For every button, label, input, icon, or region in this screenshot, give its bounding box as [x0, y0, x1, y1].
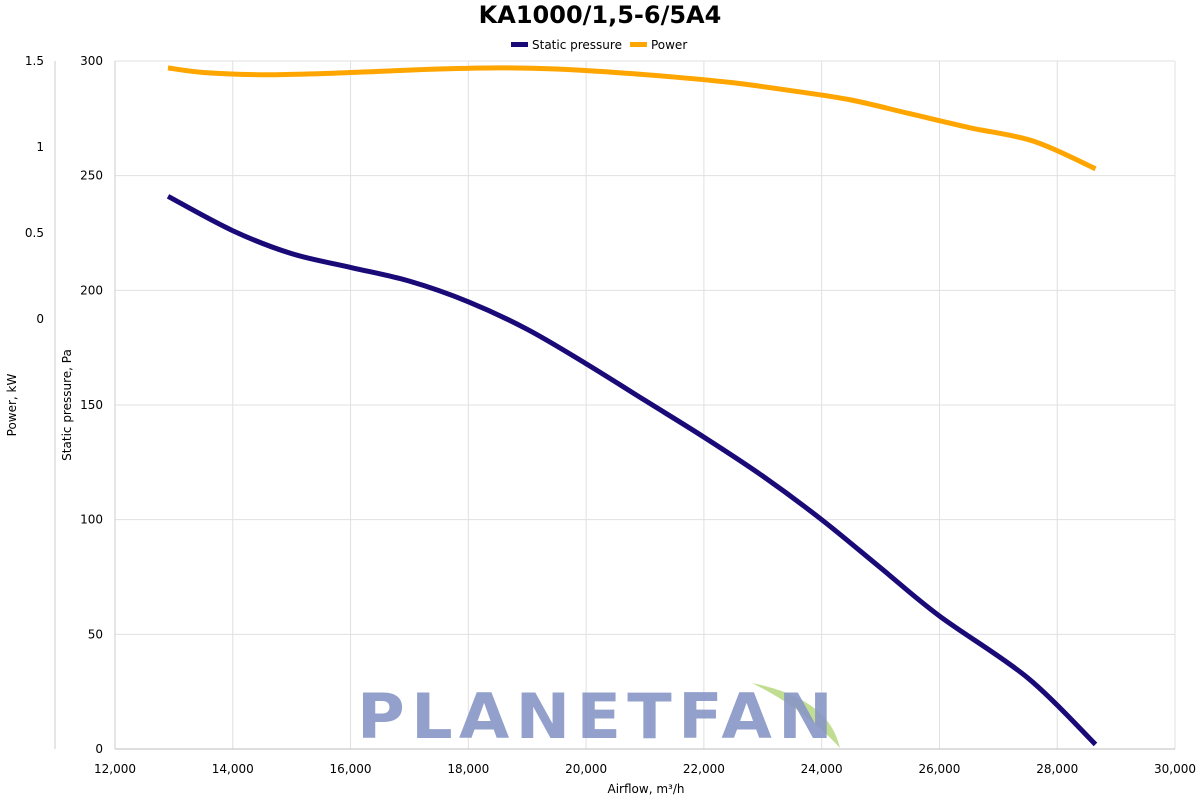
y2-tick-label: 0: [36, 312, 44, 326]
y-tick-label: 250: [80, 169, 103, 183]
x-tick-label: 26,000: [918, 762, 960, 776]
legend-label: Static pressure: [532, 38, 622, 52]
y-tick-label: 150: [80, 398, 103, 412]
legend[interactable]: Static pressure Power: [511, 38, 687, 52]
y2-tick-label: 1: [36, 140, 44, 154]
legend-swatch: [511, 42, 528, 47]
planetfan-watermark: PLANETFAN: [357, 680, 840, 753]
y2-tick-label: 1.5: [25, 54, 44, 68]
chart-title: KA1000/1,5-6/5A4: [479, 1, 722, 29]
x-tick-label: 12,000: [94, 762, 136, 776]
y-tick-label: 300: [80, 54, 103, 68]
leaf-logo-shape: [752, 683, 840, 748]
x-tick-label: 20,000: [565, 762, 607, 776]
legend-swatch: [629, 42, 647, 47]
x-tick-label: 16,000: [330, 762, 372, 776]
x-tick-label: 22,000: [683, 762, 725, 776]
y2-axis-label: Power, kW: [5, 374, 19, 437]
y2-tick-label: 0.5: [25, 226, 44, 240]
x-tick-label: 18,000: [447, 762, 489, 776]
series-lines: [166, 65, 1098, 747]
x-tick-label: 14,000: [212, 762, 254, 776]
series-line-power: [167, 65, 1097, 172]
y-tick-label: 200: [80, 283, 103, 297]
x-tick-label: 24,000: [801, 762, 843, 776]
legend-item-static-pressure[interactable]: Static pressure: [511, 38, 622, 52]
y-axis-label: Static pressure, Pa: [60, 349, 74, 461]
grid: [114, 60, 1176, 750]
y-tick-label: 100: [80, 513, 103, 527]
legend-item-power[interactable]: Power: [629, 38, 687, 52]
y-tick-label: 50: [88, 627, 103, 641]
legend-label: Power: [651, 38, 687, 52]
series-line-static-pressure: [166, 194, 1098, 747]
x-axis-label: Airflow, m³/h: [608, 782, 685, 796]
axes: 12,000 14,000 16,000 18,000 20,000 22,000 24,0…: [25, 54, 1196, 776]
x-tick-label: 28,000: [1036, 762, 1078, 776]
x-tick-label: 30,000: [1154, 762, 1196, 776]
y-tick-label: 0: [95, 742, 103, 756]
watermark-text: PLANETFAN: [357, 680, 839, 753]
